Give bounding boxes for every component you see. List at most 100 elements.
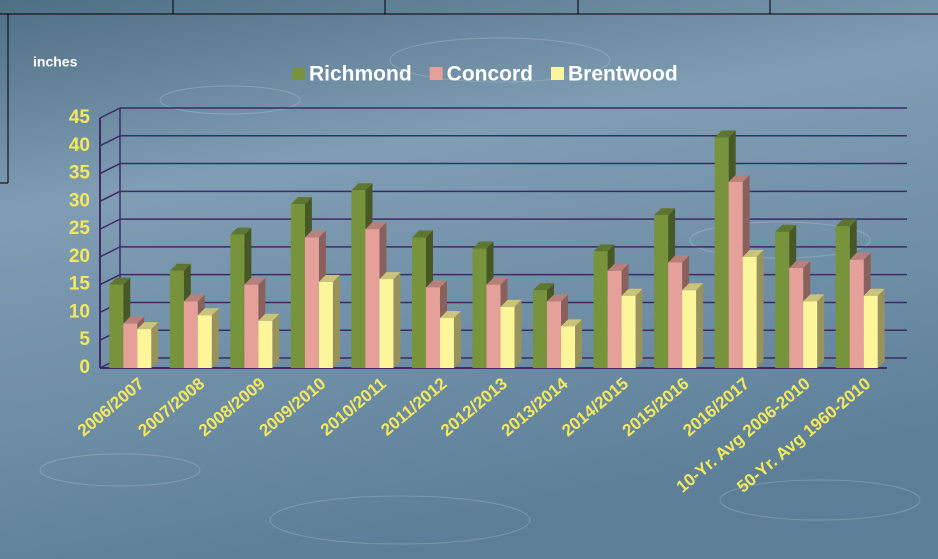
bar xyxy=(863,295,878,368)
bar xyxy=(789,268,804,368)
y-tick-label: 20 xyxy=(69,246,90,267)
y-tick-label: 5 xyxy=(79,329,90,350)
grid-slant xyxy=(99,162,121,175)
bar-side xyxy=(332,274,340,368)
bar-side xyxy=(877,288,885,368)
bar xyxy=(425,287,440,368)
bar-top xyxy=(230,227,252,235)
legend-swatch xyxy=(551,67,564,80)
bar-top xyxy=(654,208,676,216)
bar-side xyxy=(453,311,461,368)
bar xyxy=(472,248,487,368)
bar xyxy=(169,270,184,368)
bar-top xyxy=(183,294,205,302)
bar-top xyxy=(411,230,433,238)
bar-top xyxy=(728,174,750,182)
bar xyxy=(109,284,124,368)
bar-top xyxy=(244,277,266,285)
bar xyxy=(197,315,212,368)
bar xyxy=(137,329,152,368)
bar xyxy=(775,231,790,368)
legend-label: Richmond xyxy=(309,63,412,86)
bar-top xyxy=(593,244,615,252)
bar xyxy=(411,237,426,368)
y-tick-label: 25 xyxy=(69,218,91,239)
bar-top xyxy=(621,288,643,296)
bar xyxy=(351,190,366,368)
bar xyxy=(230,234,245,368)
bar-top xyxy=(849,252,871,260)
grid-slant xyxy=(99,107,121,119)
y-tick-label: 10 xyxy=(69,301,90,322)
bar-top xyxy=(863,288,885,296)
bar xyxy=(728,181,743,368)
bar-top xyxy=(304,230,326,238)
bar xyxy=(244,284,259,368)
bar xyxy=(533,290,548,368)
bar-top xyxy=(835,219,857,227)
bar-top xyxy=(486,277,508,285)
bar-top xyxy=(742,249,764,257)
bar xyxy=(654,215,669,368)
bar xyxy=(439,318,454,368)
y-tick-label: 30 xyxy=(69,190,90,211)
bar xyxy=(835,226,850,368)
bar-side xyxy=(817,294,825,368)
y-tick-label: 15 xyxy=(69,274,91,295)
bar-top xyxy=(379,272,401,280)
bar-top xyxy=(607,263,629,271)
legend-swatch xyxy=(429,67,443,80)
bar-top xyxy=(109,277,131,285)
legend-swatch xyxy=(292,67,305,80)
grid-slant xyxy=(99,218,121,230)
bar xyxy=(304,237,319,368)
bar-top xyxy=(169,263,191,271)
bar xyxy=(668,262,683,368)
bar-top xyxy=(425,280,447,288)
bar xyxy=(318,281,333,368)
grid-slant xyxy=(99,190,121,203)
grid-slant xyxy=(99,246,121,258)
bar xyxy=(486,284,501,368)
bar-top xyxy=(668,255,690,263)
bar-side xyxy=(635,288,643,368)
bar-side xyxy=(696,283,704,368)
bar-top xyxy=(439,311,461,318)
y-axis-label: inches xyxy=(33,54,78,70)
legend-label: Brentwood xyxy=(568,63,678,86)
legend-label: Concord xyxy=(447,63,533,86)
bar-side xyxy=(393,272,401,368)
bar xyxy=(365,229,380,368)
bar xyxy=(682,290,697,368)
bar xyxy=(258,320,273,368)
bar xyxy=(123,323,138,368)
bar-top xyxy=(351,183,373,191)
bar-side xyxy=(756,249,764,368)
bar-top xyxy=(197,308,219,316)
bar-top xyxy=(258,313,280,321)
y-tick-label: 0 xyxy=(79,357,90,378)
bar-top xyxy=(533,283,555,291)
bar-top xyxy=(803,294,825,302)
bar-side xyxy=(575,319,583,368)
bar-top xyxy=(365,222,387,230)
bar-top xyxy=(547,294,569,302)
bar xyxy=(714,137,729,368)
grid-slant xyxy=(99,135,121,147)
bar-top xyxy=(137,322,159,330)
bar xyxy=(803,301,818,368)
bar-top xyxy=(682,283,704,291)
bar-side xyxy=(211,308,219,368)
y-tick-label: 40 xyxy=(69,135,90,156)
bar xyxy=(621,295,636,368)
ripples xyxy=(39,37,921,545)
table-lines xyxy=(0,0,938,184)
bar-top xyxy=(775,224,797,232)
bar xyxy=(183,301,198,368)
bar-top xyxy=(123,316,145,324)
y-tick-label: 35 xyxy=(69,163,91,184)
bar xyxy=(547,301,562,368)
bar xyxy=(561,326,576,368)
bar xyxy=(593,251,608,368)
